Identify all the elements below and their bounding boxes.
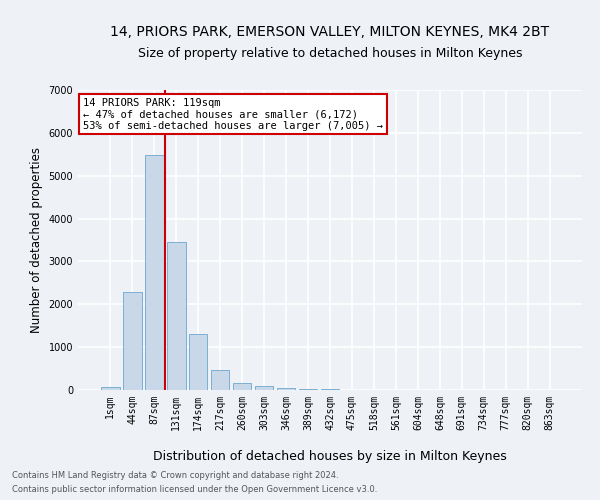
Text: Distribution of detached houses by size in Milton Keynes: Distribution of detached houses by size … xyxy=(153,450,507,463)
Bar xyxy=(299,388,317,390)
Bar xyxy=(189,334,208,390)
Text: 14, PRIORS PARK, EMERSON VALLEY, MILTON KEYNES, MK4 2BT: 14, PRIORS PARK, EMERSON VALLEY, MILTON … xyxy=(110,25,550,39)
Bar xyxy=(211,370,229,390)
Bar xyxy=(101,386,119,390)
Text: Contains public sector information licensed under the Open Government Licence v3: Contains public sector information licen… xyxy=(12,486,377,494)
Bar xyxy=(233,383,251,390)
Y-axis label: Number of detached properties: Number of detached properties xyxy=(30,147,43,333)
Bar xyxy=(255,386,274,390)
Bar xyxy=(145,155,164,390)
Bar xyxy=(320,389,340,390)
Text: Contains HM Land Registry data © Crown copyright and database right 2024.: Contains HM Land Registry data © Crown c… xyxy=(12,470,338,480)
Text: Size of property relative to detached houses in Milton Keynes: Size of property relative to detached ho… xyxy=(138,48,522,60)
Bar xyxy=(123,292,142,390)
Text: 14 PRIORS PARK: 119sqm
← 47% of detached houses are smaller (6,172)
53% of semi-: 14 PRIORS PARK: 119sqm ← 47% of detached… xyxy=(83,98,383,130)
Bar xyxy=(277,388,295,390)
Bar xyxy=(167,242,185,390)
